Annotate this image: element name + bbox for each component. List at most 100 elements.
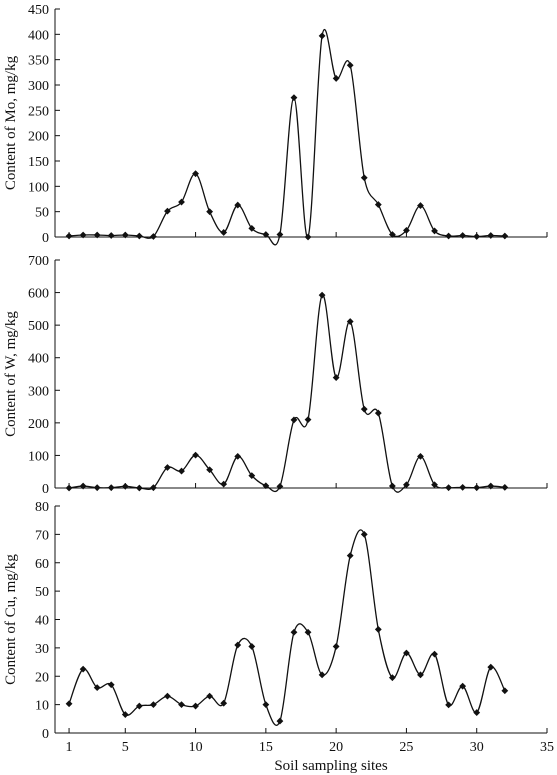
data-point-site-28 (445, 484, 452, 492)
data-point-site-14 (248, 643, 256, 650)
x-tick-label: 35 (540, 740, 554, 755)
data-point-site-22 (360, 405, 368, 413)
data-point-site-18 (304, 628, 312, 636)
x-axis-title: Soil sampling sites (274, 758, 388, 774)
data-point-site-9 (178, 198, 185, 206)
y-tick-label: 30 (35, 642, 49, 657)
data-point-site-9 (178, 467, 185, 475)
data-point-site-16 (276, 717, 284, 725)
y-tick-label: 60 (35, 557, 49, 572)
y-tick-label: 70 (35, 528, 49, 543)
data-point-site-5 (121, 482, 129, 490)
y-tick-label: 400 (28, 352, 49, 367)
data-point-site-27 (431, 650, 438, 658)
data-point-site-27 (431, 227, 438, 235)
data-point-site-8 (164, 207, 171, 215)
x-tick-label: 10 (189, 740, 203, 755)
data-point-site-23 (374, 201, 382, 208)
data-point-site-31 (487, 482, 495, 490)
data-point-site-32 (501, 687, 509, 695)
y-axis-title: Content of Cu, mg/kg (3, 554, 19, 685)
data-point-site-32 (501, 232, 509, 240)
data-point-site-31 (487, 663, 495, 671)
data-point-site-6 (135, 232, 143, 240)
data-point-site-5 (121, 711, 129, 718)
data-point-site-7 (150, 233, 157, 240)
data-point-site-18 (304, 416, 312, 423)
series-line (68, 294, 505, 493)
data-point-site-21 (346, 552, 354, 560)
data-point-site-13 (234, 641, 242, 649)
y-axis-title: Content of W, mg/kg (3, 311, 19, 437)
y-tick-label: 250 (28, 104, 49, 119)
data-point-site-21 (346, 318, 354, 325)
data-point-site-19 (318, 32, 326, 40)
data-point-site-29 (459, 682, 467, 690)
data-point-site-5 (121, 231, 129, 239)
data-point-site-16 (276, 482, 284, 490)
data-point-site-15 (262, 701, 270, 709)
data-point-site-24 (388, 674, 396, 682)
y-tick-label: 0 (42, 231, 49, 246)
y-tick-label: 200 (28, 130, 49, 145)
data-point-site-4 (107, 232, 115, 239)
y-tick-label: 700 (28, 254, 49, 269)
data-point-site-30 (473, 709, 481, 716)
y-tick-label: 40 (35, 614, 49, 629)
data-point-site-11 (206, 466, 214, 474)
y-tick-label: 0 (42, 727, 49, 742)
data-point-site-16 (276, 231, 284, 238)
data-point-site-19 (318, 671, 326, 679)
data-point-site-11 (206, 692, 214, 700)
data-point-site-4 (107, 484, 115, 492)
data-point-site-26 (417, 453, 424, 460)
data-point-site-2 (79, 231, 87, 239)
data-point-site-24 (388, 482, 396, 490)
data-point-site-22 (360, 530, 368, 538)
y-tick-label: 100 (28, 449, 49, 464)
data-point-site-23 (374, 409, 382, 417)
data-point-site-27 (431, 481, 438, 489)
data-point-site-6 (135, 702, 143, 710)
data-point-site-29 (459, 483, 467, 491)
x-tick-label: 15 (259, 740, 273, 755)
data-point-site-28 (445, 701, 452, 709)
data-point-site-8 (164, 692, 171, 700)
data-point-site-29 (459, 232, 467, 239)
data-point-site-31 (487, 232, 495, 239)
y-tick-label: 300 (28, 384, 49, 399)
data-point-site-12 (220, 229, 228, 236)
data-point-site-21 (346, 61, 354, 69)
y-tick-label: 10 (35, 699, 49, 714)
data-point-site-2 (79, 665, 87, 673)
data-point-site-17 (290, 94, 298, 102)
series-line (68, 529, 506, 726)
y-tick-label: 450 (28, 3, 49, 18)
x-tick-label: 5 (122, 740, 129, 755)
data-point-site-1 (65, 232, 73, 240)
data-point-site-10 (192, 170, 199, 178)
x-tick-label: 30 (470, 740, 484, 755)
data-point-site-3 (93, 484, 101, 492)
y-tick-label: 500 (28, 319, 49, 334)
y-tick-label: 150 (28, 155, 49, 170)
data-point-site-6 (135, 484, 143, 492)
data-point-site-3 (93, 684, 101, 691)
y-tick-label: 300 (28, 79, 49, 94)
data-point-site-14 (248, 224, 256, 232)
data-point-site-25 (403, 481, 410, 489)
data-point-site-26 (417, 671, 424, 679)
y-tick-label: 200 (28, 417, 49, 432)
data-point-site-14 (248, 472, 256, 480)
y-axis-title: Content of Mo, mg/kg (3, 55, 19, 190)
data-point-site-2 (79, 482, 87, 490)
data-point-site-25 (403, 649, 410, 657)
data-point-site-1 (65, 484, 73, 492)
data-point-site-26 (417, 202, 424, 209)
data-point-site-4 (107, 681, 115, 689)
x-tick-label: 25 (399, 740, 413, 755)
data-point-site-20 (332, 75, 340, 82)
data-point-site-17 (290, 416, 298, 424)
data-point-site-24 (388, 231, 396, 238)
y-tick-label: 400 (28, 28, 49, 43)
